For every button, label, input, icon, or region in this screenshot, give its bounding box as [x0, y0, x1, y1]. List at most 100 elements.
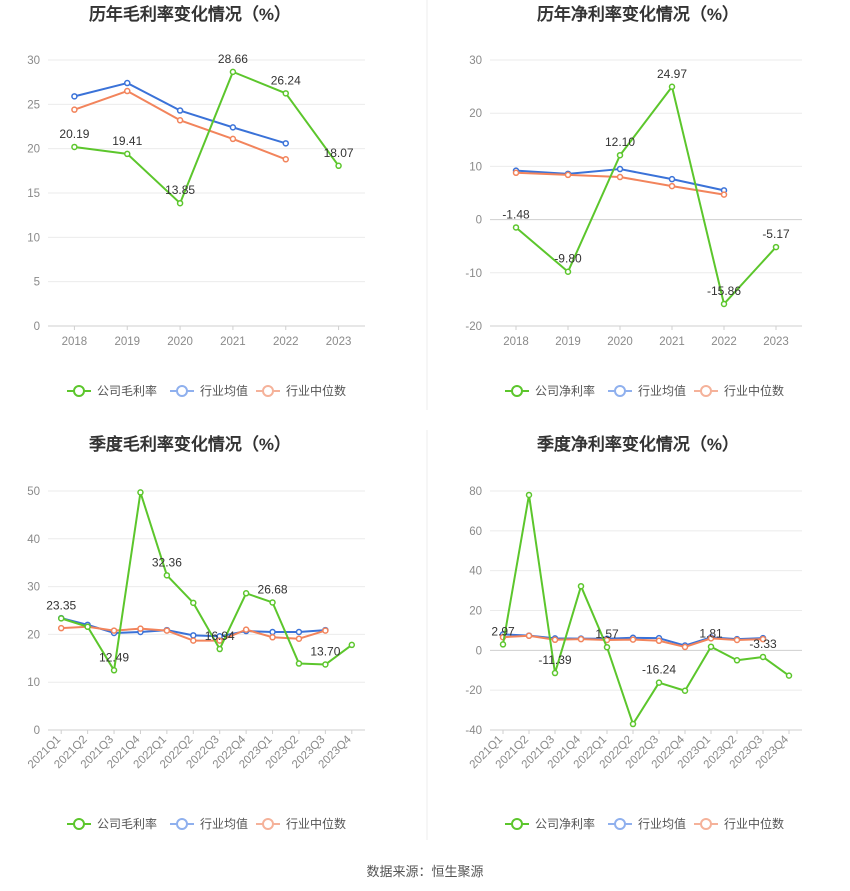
data-point-median[interactable]: [110, 627, 118, 634]
data-point-median[interactable]: [616, 173, 624, 181]
legend-label: 行业均值: [200, 816, 248, 831]
legend-item-company[interactable]: 公司净利率: [505, 383, 595, 398]
legend-item-company[interactable]: 公司毛利率: [67, 816, 157, 831]
y-tick-label: -10: [465, 268, 482, 280]
data-point-company[interactable]: [577, 582, 585, 590]
data-point-median[interactable]: [163, 627, 171, 634]
data-point-company[interactable]: [681, 687, 689, 695]
data-point-median[interactable]: [720, 191, 728, 198]
data-point-company[interactable]: [269, 599, 276, 606]
data-label: 32.36: [152, 555, 182, 569]
data-point-company[interactable]: [616, 151, 624, 159]
legend-label: 行业均值: [638, 383, 686, 398]
data-point-company[interactable]: [124, 150, 131, 158]
data-point-median[interactable]: [190, 637, 197, 644]
legend-item-avg[interactable]: 行业均值: [608, 816, 686, 831]
data-point-company[interactable]: [564, 268, 572, 275]
x-tick-label: 2021: [220, 336, 246, 348]
data-point-median[interactable]: [216, 637, 223, 644]
data-point-median[interactable]: [124, 87, 131, 95]
data-point-company[interactable]: [190, 599, 197, 607]
data-point-median[interactable]: [176, 117, 184, 124]
legend-item-median[interactable]: 行业中位数: [256, 816, 346, 831]
data-point-company[interactable]: [525, 491, 533, 499]
data-point-company[interactable]: [603, 643, 611, 651]
data-point-avg[interactable]: [71, 93, 78, 100]
legend-item-company[interactable]: 公司净利率: [505, 816, 595, 831]
legend-item-median[interactable]: 行业中位数: [694, 383, 784, 398]
data-source-note: 数据来源：恒生聚源: [366, 864, 483, 879]
data-point-avg[interactable]: [616, 165, 624, 173]
legend-item-avg[interactable]: 行业均值: [170, 383, 248, 398]
data-point-avg[interactable]: [269, 628, 276, 636]
data-point-avg[interactable]: [124, 79, 131, 87]
data-point-median[interactable]: [577, 635, 585, 643]
data-point-company[interactable]: [295, 660, 303, 667]
data-point-median[interactable]: [269, 634, 276, 641]
data-point-median[interactable]: [525, 632, 533, 640]
data-point-company[interactable]: [655, 679, 663, 686]
data-point-company[interactable]: [733, 657, 741, 664]
data-point-median[interactable]: [551, 636, 559, 644]
data-point-median[interactable]: [282, 156, 289, 163]
data-point-avg[interactable]: [668, 175, 676, 183]
data-point-company[interactable]: [71, 143, 78, 151]
legend-item-company[interactable]: 公司毛利率: [67, 383, 157, 398]
legend-item-median[interactable]: 行业中位数: [694, 816, 784, 831]
y-tick-label: 40: [469, 566, 482, 578]
data-point-median[interactable]: [733, 636, 741, 644]
data-point-median[interactable]: [655, 637, 663, 645]
data-point-median[interactable]: [759, 635, 767, 643]
data-point-company[interactable]: [785, 672, 793, 679]
data-point-company[interactable]: [335, 162, 342, 170]
legend-item-median[interactable]: 行业中位数: [256, 383, 346, 398]
data-point-company[interactable]: [163, 572, 171, 579]
data-point-company[interactable]: [110, 667, 118, 674]
data-point-median[interactable]: [629, 636, 637, 643]
data-point-median[interactable]: [57, 624, 65, 632]
data-point-avg[interactable]: [295, 628, 303, 636]
legend-item-avg[interactable]: 行业均值: [608, 383, 686, 398]
data-point-company[interactable]: [499, 641, 507, 648]
data-point-company[interactable]: [176, 199, 184, 207]
data-point-median[interactable]: [564, 171, 572, 179]
data-point-median[interactable]: [681, 643, 689, 651]
data-point-company[interactable]: [137, 489, 144, 496]
data-point-company[interactable]: [84, 623, 91, 631]
data-point-median[interactable]: [137, 625, 144, 632]
data-point-company[interactable]: [348, 641, 356, 649]
data-point-company[interactable]: [242, 590, 250, 597]
data-point-median[interactable]: [295, 635, 303, 642]
data-point-company[interactable]: [282, 90, 289, 97]
data-point-company[interactable]: [668, 83, 676, 91]
data-point-median[interactable]: [71, 106, 78, 113]
legend-label: 行业均值: [638, 816, 686, 831]
data-point-company[interactable]: [229, 68, 237, 76]
legend-item-avg[interactable]: 行业均值: [170, 816, 248, 831]
data-point-company[interactable]: [322, 661, 329, 668]
data-point-company[interactable]: [57, 615, 65, 622]
data-point-median[interactable]: [229, 135, 237, 143]
data-point-company[interactable]: [512, 224, 520, 231]
data-point-median[interactable]: [668, 182, 676, 190]
data-point-company[interactable]: [551, 669, 559, 677]
data-point-avg[interactable]: [282, 140, 289, 147]
y-tick-label: 20: [469, 606, 482, 618]
data-point-avg[interactable]: [190, 632, 197, 639]
data-point-company[interactable]: [772, 243, 780, 251]
data-point-median[interactable]: [512, 169, 520, 177]
y-tick-label: 25: [27, 99, 40, 111]
data-point-company[interactable]: [216, 645, 223, 653]
data-point-company[interactable]: [720, 300, 728, 308]
data-point-company[interactable]: [759, 653, 767, 661]
data-point-median[interactable]: [322, 627, 329, 634]
data-point-company[interactable]: [629, 720, 637, 728]
data-point-median[interactable]: [707, 635, 715, 642]
data-point-avg[interactable]: [229, 124, 237, 131]
data-point-avg[interactable]: [176, 107, 184, 114]
series-line-company: [60, 491, 353, 672]
legend-label: 公司毛利率: [97, 816, 157, 831]
y-tick-label: 30: [469, 55, 482, 67]
data-point-company[interactable]: [707, 643, 715, 650]
data-point-median[interactable]: [242, 626, 250, 633]
